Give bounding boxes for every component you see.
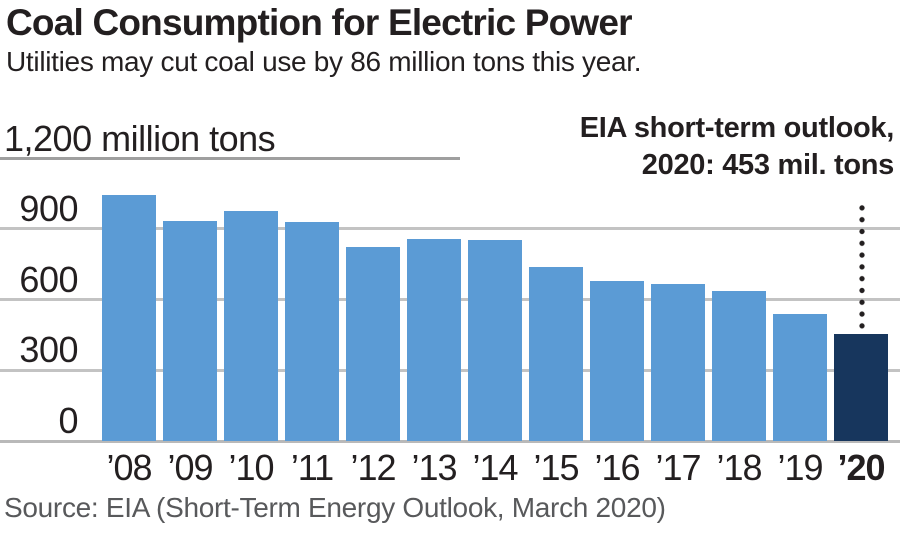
bar-20 <box>834 334 888 441</box>
annotation-dotted-line <box>859 202 865 332</box>
bar-10 <box>224 211 278 441</box>
x-tick-label-15: ’15 <box>533 447 579 488</box>
chart-title: Coal Consumption for Electric Power <box>6 2 633 43</box>
bar-14 <box>468 240 522 441</box>
x-tick-label-18: ’18 <box>716 447 762 488</box>
x-tick-label-09: ’09 <box>167 447 213 488</box>
forecast-annotation-line1: EIA short-term outlook, <box>579 112 895 144</box>
forecast-annotation-line2: 2020: 453 mil. tons <box>641 149 895 181</box>
y-tick-label-900: 900 <box>19 187 78 229</box>
x-tick-label-17: ’17 <box>655 447 701 488</box>
chart-subtitle: Utilities may cut coal use by 86 million… <box>6 46 642 77</box>
source-note: Source: EIA (Short-Term Energy Outlook, … <box>4 492 666 523</box>
x-tick-label-10: ’10 <box>228 447 274 488</box>
x-tick-label-12: ’12 <box>350 447 396 488</box>
y-tick-label-300: 300 <box>19 329 78 371</box>
bar-11 <box>285 221 339 441</box>
bar-17 <box>651 284 705 441</box>
gridline-900 <box>0 227 900 231</box>
bar-08 <box>102 195 156 441</box>
bar-09 <box>163 220 217 441</box>
x-tick-label-11: ’11 <box>290 447 334 488</box>
bar-16 <box>590 280 644 441</box>
y-tick-label-600: 600 <box>19 258 78 300</box>
y-axis-unit-label: 1,200 million tons <box>4 118 276 159</box>
gridline-0 <box>0 439 900 443</box>
x-tick-label-19: ’19 <box>777 447 823 488</box>
bar-12 <box>346 246 400 441</box>
y-tick-label-0: 0 <box>58 400 78 441</box>
forecast-annotation: EIA short-term outlook, 2020: 453 mil. t… <box>579 110 895 184</box>
x-tick-label-20: ’20 <box>837 447 885 488</box>
gridline-1200 <box>0 156 460 160</box>
bar-13 <box>407 238 461 441</box>
x-tick-label-08: ’08 <box>106 447 152 488</box>
x-tick-label-14: ’14 <box>472 447 518 488</box>
bar-15 <box>529 266 583 441</box>
x-tick-label-13: ’13 <box>411 447 457 488</box>
x-tick-label-16: ’16 <box>594 447 640 488</box>
bar-18 <box>712 291 766 441</box>
bar-19 <box>773 313 827 441</box>
